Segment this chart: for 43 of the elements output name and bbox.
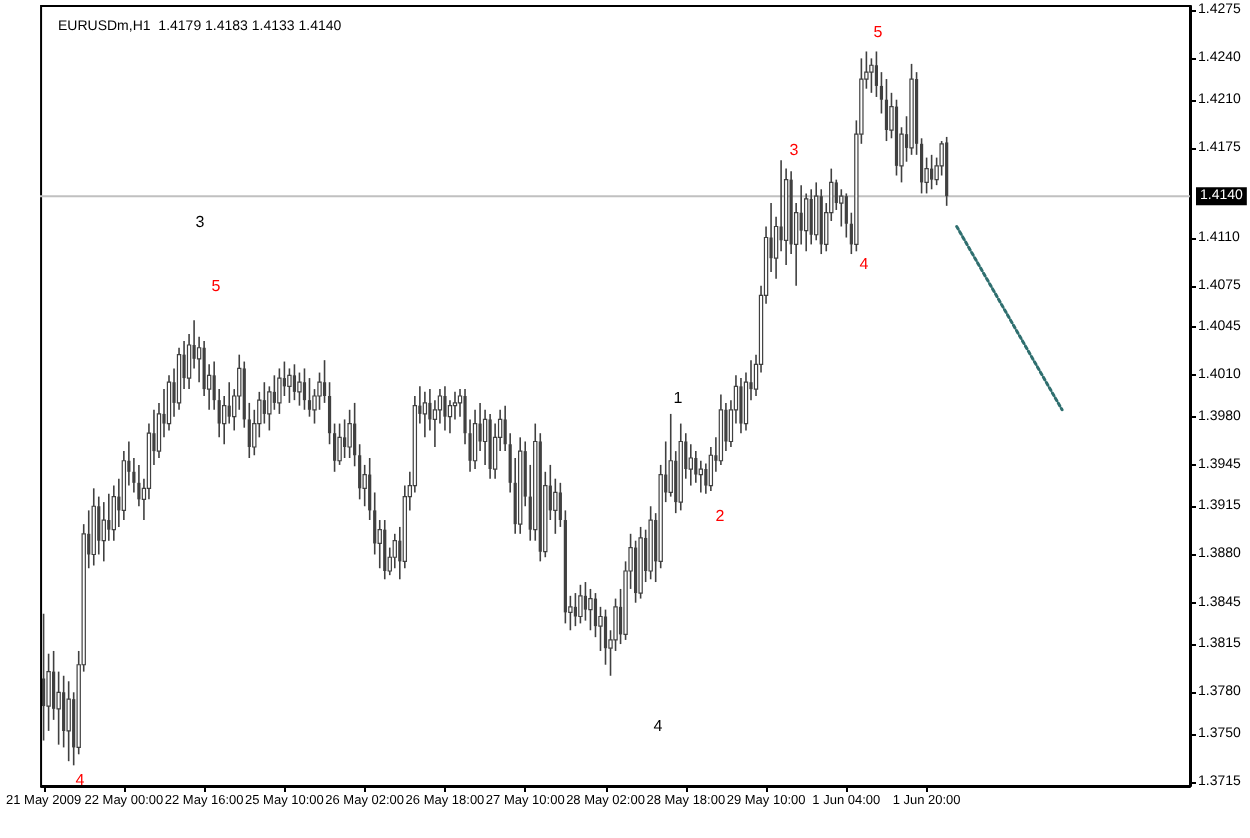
candlestick	[809, 188, 813, 246]
candlestick	[472, 408, 478, 470]
candlestick	[634, 539, 638, 604]
candlestick	[41, 612, 46, 742]
candlestick	[347, 408, 352, 459]
annotation: 5	[211, 277, 222, 295]
annotation: 3	[195, 213, 206, 231]
candlestick	[262, 381, 266, 425]
annotation: 4	[75, 771, 86, 789]
candlestick	[583, 581, 588, 622]
candlestick	[443, 385, 447, 432]
candlestick	[166, 374, 172, 432]
candlestick	[101, 501, 106, 563]
candlestick	[698, 459, 704, 494]
annotation: 2	[715, 507, 726, 525]
candlestick	[287, 367, 292, 404]
candlestick	[282, 360, 286, 397]
candlestick	[66, 680, 71, 762]
candlestick	[869, 57, 874, 94]
candlestick	[297, 371, 302, 407]
candlestick	[588, 588, 593, 632]
candlestick	[694, 450, 698, 484]
candlestick	[839, 188, 844, 228]
candlestick	[343, 418, 347, 459]
candlestick	[272, 374, 276, 411]
candlestick	[302, 367, 307, 411]
annotation: 4	[859, 255, 870, 273]
annotation: 4	[653, 717, 664, 735]
candlestick	[739, 377, 743, 435]
candlestick	[930, 154, 934, 191]
candlestick	[422, 391, 428, 439]
candlestick	[292, 363, 297, 401]
annotation: 5	[873, 23, 884, 41]
candlestick	[337, 422, 342, 466]
candlestick	[111, 484, 117, 542]
candlestick	[803, 192, 809, 253]
candlestick	[578, 584, 583, 625]
annotation: 3	[789, 141, 800, 159]
candlestick	[884, 78, 889, 142]
candlestick	[56, 670, 61, 746]
candlestick	[277, 367, 282, 415]
candlestick	[383, 519, 387, 581]
annotation: 1	[673, 389, 684, 407]
